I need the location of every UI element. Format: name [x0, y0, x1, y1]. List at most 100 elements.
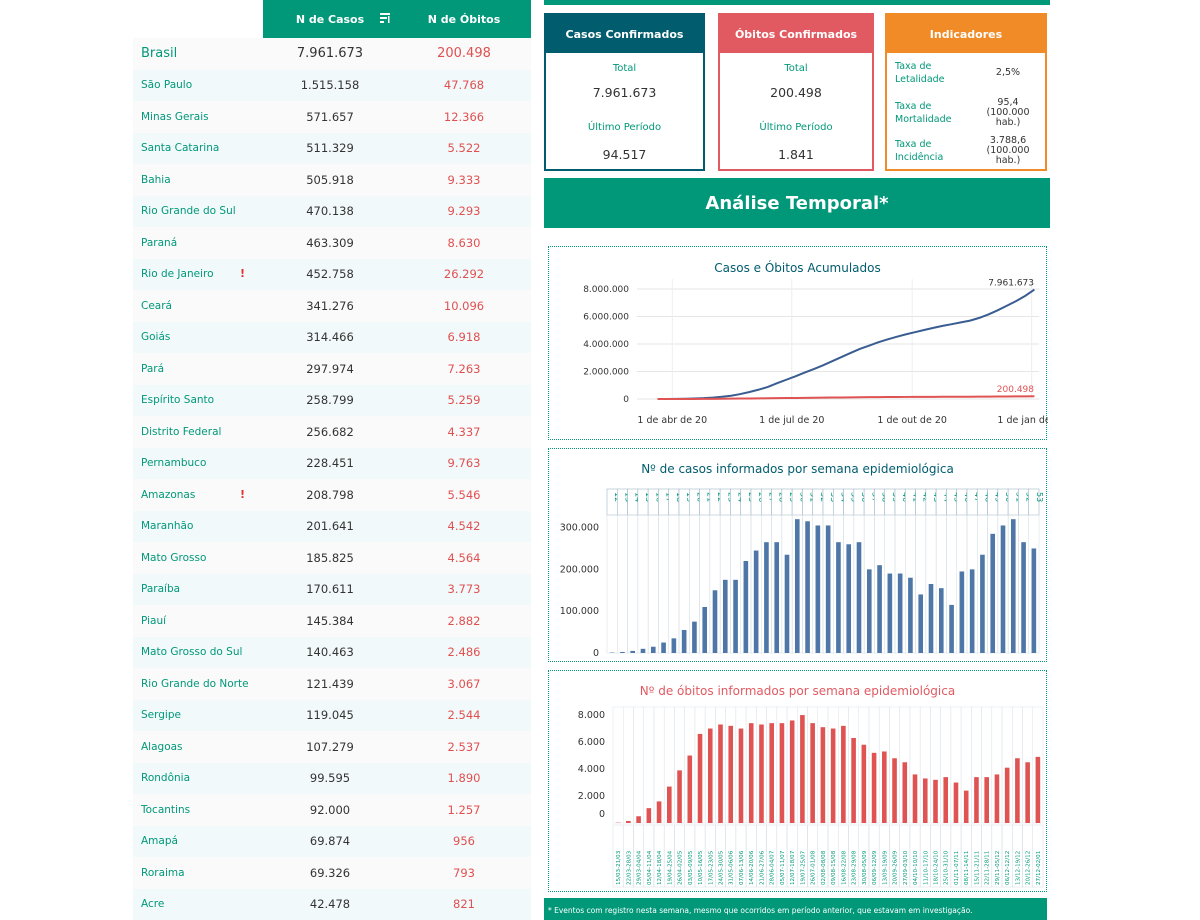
bar-casos — [743, 561, 749, 653]
state-name[interactable]: Piauí — [141, 614, 167, 627]
bar-casos — [877, 565, 882, 653]
table-row[interactable]: Pernambuco 228.451 9.763 — [133, 447, 531, 479]
date-label: 26/04-02/05 — [678, 850, 684, 885]
table-row[interactable]: Rondônia 99.595 1.890 — [133, 762, 531, 794]
state-name[interactable]: Espírito Santo — [141, 394, 215, 407]
state-name[interactable]: Acre — [141, 898, 165, 911]
state-obitos: 5.522 — [447, 141, 481, 156]
warning-icon[interactable]: ! — [240, 487, 246, 501]
line-casos — [657, 288, 1035, 400]
table-row[interactable]: Rio Grande do Norte 121.439 3.067 — [133, 668, 531, 700]
table-row[interactable]: Amazonas! 208.798 5.546 — [133, 479, 531, 511]
table-row[interactable]: Amapá 69.874 956 — [133, 825, 531, 857]
table-row[interactable]: Tocantins 92.000 1.257 — [133, 794, 531, 826]
table-row[interactable]: São Paulo 1.515.158 47.768 — [133, 69, 531, 101]
date-label: 10/05-16/05 — [698, 850, 704, 885]
state-name[interactable]: Ceará — [141, 299, 172, 312]
table-row[interactable]: Ceará 341.276 10.096 — [133, 290, 531, 322]
table-row[interactable]: Alagoas 107.279 2.537 — [133, 731, 531, 763]
state-name[interactable]: Amazonas! — [141, 487, 246, 501]
state-name[interactable]: São Paulo — [141, 79, 193, 92]
warning-icon[interactable]: ! — [240, 267, 246, 281]
table-row[interactable]: Maranhão 201.641 4.542 — [133, 510, 531, 542]
table-row[interactable]: Santa Catarina 511.329 5.522 — [133, 132, 531, 164]
week-column — [622, 706, 634, 824]
sort-icon[interactable] — [379, 12, 391, 24]
table-row[interactable]: Sergipe 119.045 2.544 — [133, 699, 531, 731]
date-label: 26/07-01/08 — [811, 850, 817, 885]
state-name[interactable]: Tocantins — [141, 803, 191, 816]
date-label: 31/05-06/06 — [729, 850, 735, 885]
bar-obitos — [687, 755, 693, 823]
state-name[interactable]: Sergipe — [141, 709, 181, 722]
card-casos-total-label: Total — [612, 63, 637, 74]
table-row[interactable]: Distrito Federal 256.682 4.337 — [133, 416, 531, 448]
header-casos[interactable]: N de Casos — [263, 0, 397, 38]
state-casos: 145.384 — [306, 613, 354, 628]
state-name[interactable]: Rio Grande do Norte — [141, 677, 249, 690]
table-row[interactable]: Goiás 314.466 6.918 — [133, 321, 531, 353]
table-row[interactable]: Acre 42.478 821 — [133, 888, 531, 920]
date-label: 05/07-11/07 — [780, 850, 786, 885]
table-row[interactable]: Rio de Janeiro! 452.758 26.292 — [133, 258, 531, 290]
state-name[interactable]: Rio de Janeiro! — [141, 267, 246, 281]
state-casos: 99.595 — [309, 771, 351, 786]
state-casos: 463.309 — [306, 235, 354, 250]
state-name[interactable]: Roraima — [141, 866, 185, 879]
state-obitos: 4.542 — [447, 519, 481, 534]
top-strip — [544, 0, 1050, 5]
state-name[interactable]: Alagoas — [141, 740, 183, 753]
table-row[interactable]: Rio Grande do Sul 470.138 9.293 — [133, 195, 531, 227]
state-name[interactable]: Pernambuco — [141, 457, 207, 470]
temporal-banner: Análise Temporal* — [544, 178, 1050, 228]
state-table: N de Casos N de Óbitos Brasil 7.961.673 20… — [133, 0, 531, 920]
state-name[interactable]: Pará — [141, 362, 165, 375]
state-name[interactable]: Rio Grande do Sul — [141, 205, 236, 218]
table-row[interactable]: Paraíba 170.611 3.773 — [133, 573, 531, 605]
state-name[interactable]: Goiás — [141, 331, 171, 344]
date-label: 20/12-26/12 — [1026, 851, 1032, 885]
date-label: 29/03-04/04 — [637, 850, 643, 885]
date-label: 15/11-21/11 — [974, 850, 980, 885]
state-name[interactable]: Mato Grosso do Sul — [141, 646, 243, 659]
date-label: 03/05-09/05 — [688, 850, 694, 885]
week-label: 53 — [1035, 492, 1044, 502]
table-row[interactable]: Roraima 69.326 793 — [133, 857, 531, 889]
state-name[interactable]: Bahia — [141, 173, 171, 186]
table-row[interactable]: Mato Grosso 185.825 4.564 — [133, 542, 531, 574]
state-name[interactable]: Maranhão — [141, 520, 194, 533]
state-name[interactable]: Santa Catarina — [141, 142, 220, 155]
state-name[interactable]: Mato Grosso — [141, 551, 207, 564]
state-name[interactable]: Brasil — [141, 45, 178, 61]
bar-obitos — [667, 786, 672, 823]
state-casos: 201.641 — [306, 519, 354, 534]
table-row[interactable]: Minas Gerais 571.657 12.366 — [133, 101, 531, 133]
bar-casos — [722, 579, 728, 653]
table-row[interactable]: Espírito Santo 258.799 5.259 — [133, 384, 531, 416]
bar-obitos — [933, 779, 938, 823]
state-name[interactable]: Minas Gerais — [141, 110, 209, 123]
table-row[interactable]: Paraná 463.309 8.630 — [133, 227, 531, 259]
state-name[interactable]: Paraná — [141, 236, 178, 249]
table-row[interactable]: Piauí 145.384 2.882 — [133, 605, 531, 637]
state-obitos: 6.918 — [447, 330, 481, 345]
table-row[interactable]: Mato Grosso do Sul 140.463 2.486 — [133, 636, 531, 668]
y-tick-label: 2.000.000 — [583, 368, 629, 378]
bar-casos — [753, 550, 759, 653]
date-label: 02/08-08/08 — [821, 850, 827, 885]
indicator-mortalidade: Taxa de Mortalidade 95,4 (100.000 hab.) — [895, 97, 1041, 129]
header-obitos[interactable]: N de Óbitos — [397, 0, 531, 38]
bar-casos — [794, 519, 800, 653]
bar-obitos — [646, 808, 652, 823]
x-tick-label: 1 de abr de 20 — [637, 415, 707, 426]
table-row-brasil[interactable]: Brasil 7.961.673 200.498 — [133, 38, 531, 70]
bar-casos — [969, 569, 975, 653]
card-obitos-periodo: 1.841 — [778, 147, 814, 162]
table-row[interactable]: Pará 297.974 7.263 — [133, 353, 531, 385]
state-obitos: 9.333 — [447, 172, 481, 187]
state-name[interactable]: Paraíba — [141, 583, 181, 596]
table-row[interactable]: Bahia 505.918 9.333 — [133, 164, 531, 196]
state-name[interactable]: Distrito Federal — [141, 425, 222, 438]
state-name[interactable]: Amapá — [141, 835, 178, 848]
state-name[interactable]: Rondônia — [141, 772, 190, 785]
